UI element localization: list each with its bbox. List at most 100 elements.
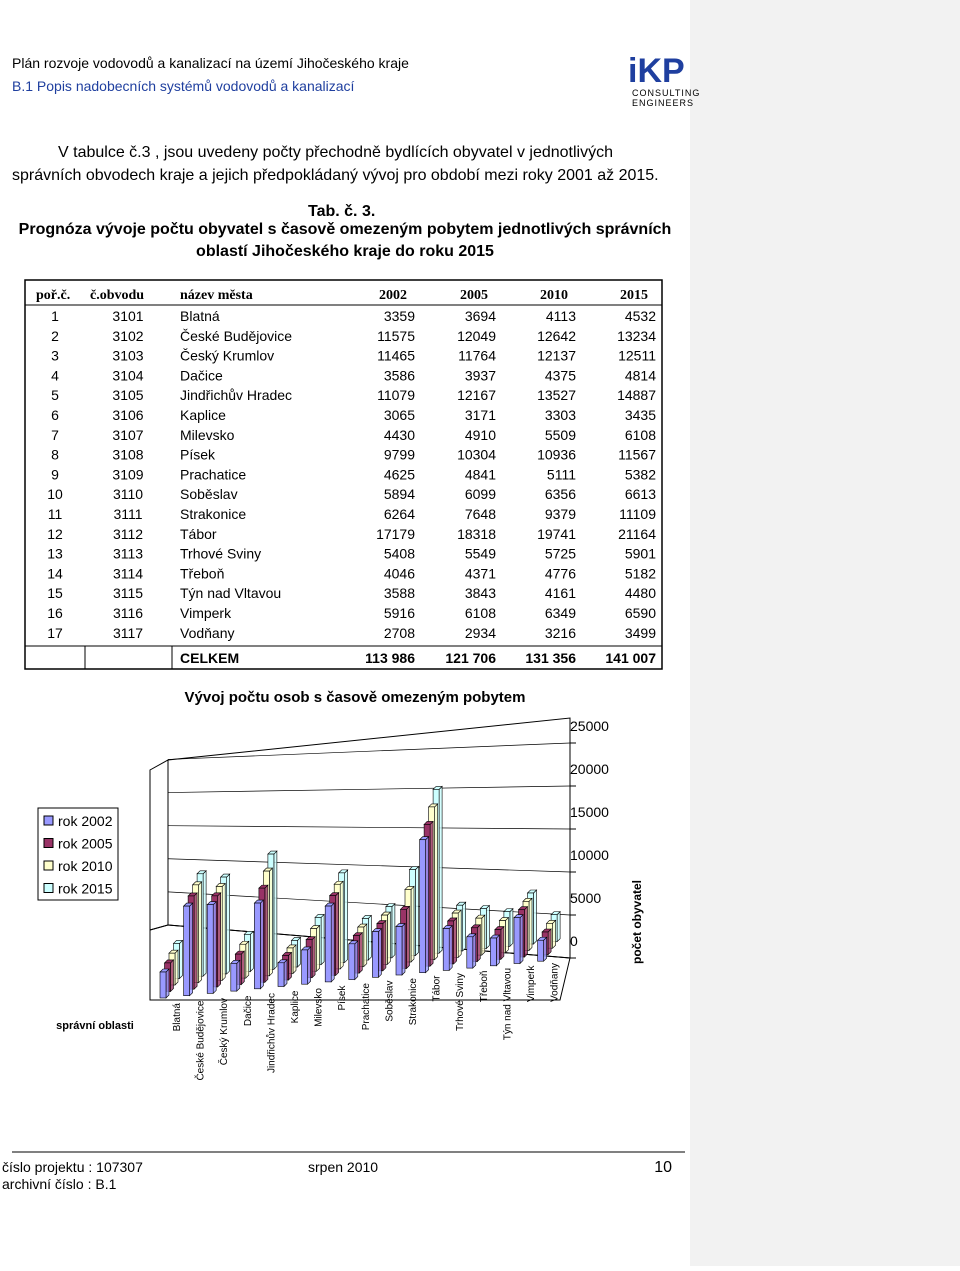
table-total: 141 007 xyxy=(605,650,656,666)
table-cell: 3108 xyxy=(112,447,143,463)
table-cell: 17179 xyxy=(376,526,415,542)
table-cell: 3694 xyxy=(465,308,496,324)
table-cell: Třeboň xyxy=(180,565,224,581)
table-cell: 11109 xyxy=(619,506,656,522)
margin-band xyxy=(690,0,960,1266)
bar-side xyxy=(496,934,500,967)
table-cell: 11 xyxy=(48,506,63,522)
table-header: 2005 xyxy=(460,288,488,303)
table-cell: 16 xyxy=(47,605,63,621)
bar-side xyxy=(292,944,297,975)
table-cell: 6108 xyxy=(465,605,496,621)
table-cell: Týn nad Vltavou xyxy=(180,585,281,601)
table-cell: 3110 xyxy=(113,486,143,502)
table-cell: Trhové Sviny xyxy=(180,546,261,562)
table-header: 2015 xyxy=(620,288,648,303)
intro: V tabulce č.3 , jsou uvedeny počty přech… xyxy=(58,144,613,161)
bar xyxy=(372,931,379,978)
table-cell: 13 xyxy=(47,546,63,562)
y-tick-label: 15000 xyxy=(570,804,609,820)
table-cell: 4430 xyxy=(384,427,415,443)
bar-side xyxy=(354,940,359,981)
chart-floor xyxy=(149,924,571,1001)
table-cell: Strakonice xyxy=(180,506,246,522)
table-cell: 5916 xyxy=(384,605,415,621)
x-tick-label: Dačice xyxy=(243,995,254,1026)
table-cell: 14 xyxy=(47,565,63,581)
x-tick-label: Český Krumlov xyxy=(217,998,230,1065)
table-cell: 6356 xyxy=(545,486,576,502)
table-cell: 3104 xyxy=(112,367,143,383)
bar-side xyxy=(170,959,174,993)
bar xyxy=(230,963,238,992)
table-cell: 4776 xyxy=(545,565,576,581)
x-tick-label: Milevsko xyxy=(314,988,325,1027)
table-cell: Tábor xyxy=(180,526,217,542)
x-tick-label: Třeboň xyxy=(479,971,490,1003)
bar-side xyxy=(401,922,406,976)
bar-side xyxy=(311,935,316,979)
table-cell: 5111 xyxy=(547,466,576,482)
bar xyxy=(466,936,474,969)
bar xyxy=(537,939,544,962)
footer-page: 10 xyxy=(654,1159,672,1176)
table-cell: 15 xyxy=(47,585,63,601)
table-cell: 3111 xyxy=(113,506,142,522)
x-tick-label: Písek xyxy=(337,985,348,1011)
table-cell: 3303 xyxy=(545,407,576,423)
table-cell: 12642 xyxy=(537,328,576,344)
table-cell: 3114 xyxy=(113,565,143,581)
table-cell: 3115 xyxy=(113,585,143,601)
table-cell: 6264 xyxy=(384,506,415,522)
bar-side xyxy=(429,820,434,967)
table-cell: 5901 xyxy=(625,546,656,562)
x-tick-label: Trhové Sviny xyxy=(455,973,466,1031)
bar-side xyxy=(212,900,217,995)
table-cell: 3937 xyxy=(465,367,496,383)
table-cell: 6349 xyxy=(545,605,576,621)
table-cell: 4841 xyxy=(465,466,496,482)
table-cell: Blatná xyxy=(180,308,220,324)
bar-side xyxy=(241,950,245,986)
legend-label: rok 2005 xyxy=(58,836,113,852)
x-tick-label: Prachatice xyxy=(361,983,372,1031)
table-cell: 18318 xyxy=(457,526,496,542)
table-cell: 3109 xyxy=(112,466,143,482)
bar xyxy=(277,962,285,987)
table-cell: 19741 xyxy=(537,526,576,542)
table-cell: 4161 xyxy=(545,585,576,601)
table-cell: 3102 xyxy=(112,328,143,344)
table-cell: 7648 xyxy=(465,506,496,522)
bar-side xyxy=(193,892,198,990)
table-cell: 3112 xyxy=(113,526,143,542)
bar xyxy=(395,926,403,976)
bar-side xyxy=(472,933,477,969)
bar-side xyxy=(387,911,391,966)
table-cell: 3588 xyxy=(384,585,415,601)
bar-side xyxy=(174,949,179,986)
table-cell: 12137 xyxy=(537,348,576,364)
bar-side xyxy=(505,916,509,954)
bar-side xyxy=(533,889,537,945)
legend-label: rok 2010 xyxy=(58,858,113,874)
y-tick-label: 0 xyxy=(570,933,578,949)
bar-side xyxy=(198,881,202,984)
bar-side xyxy=(320,913,325,966)
table-cell: 9379 xyxy=(545,506,576,522)
grid-line xyxy=(167,785,571,793)
bar-side xyxy=(221,882,226,982)
y-tick-label: 10000 xyxy=(570,847,609,863)
table-cell: 4532 xyxy=(625,308,656,324)
table-cell: 4 xyxy=(51,367,59,383)
bar-side xyxy=(485,904,490,950)
caption: oblastí Jihočeského kraje do roku 2015 xyxy=(196,243,494,260)
bar-side xyxy=(457,909,462,959)
table-cell: 4046 xyxy=(384,565,415,581)
table-cell: 10304 xyxy=(457,447,496,463)
bar-side xyxy=(250,930,254,973)
table-cell: 4113 xyxy=(546,308,576,324)
table-header: 2010 xyxy=(540,288,568,303)
table-cell: 5894 xyxy=(384,486,415,502)
table-cell: 11079 xyxy=(377,387,415,403)
